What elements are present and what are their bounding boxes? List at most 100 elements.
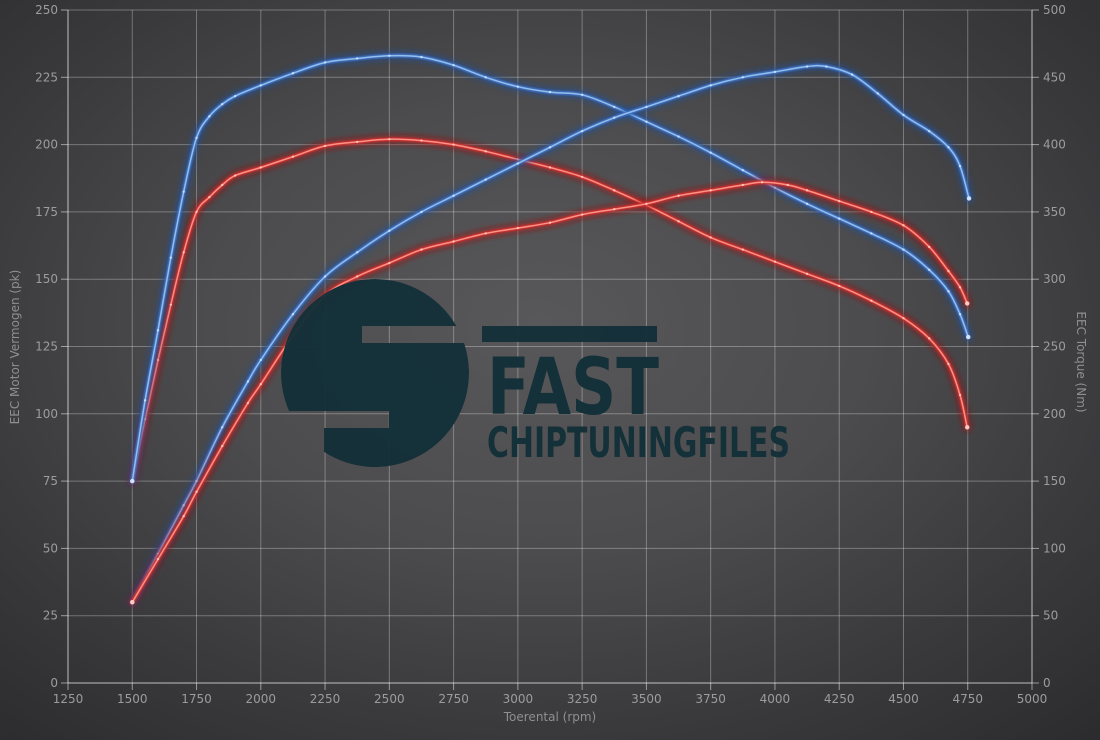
data-point-dot — [876, 92, 879, 95]
data-point-dot — [356, 57, 359, 60]
data-point-dot — [677, 194, 680, 197]
data-point-dot — [927, 129, 931, 133]
y-right-tick-label: 500 — [1043, 3, 1066, 17]
x-tick-label: 3000 — [503, 692, 534, 706]
data-point-dot — [356, 140, 359, 144]
data-point-dot — [516, 162, 520, 165]
x-tick-label: 4000 — [760, 692, 791, 706]
data-point-dot — [156, 329, 160, 332]
data-point-dot — [958, 286, 962, 289]
data-point-dot — [420, 210, 423, 214]
data-point-dot — [838, 217, 841, 220]
curve-core — [131, 138, 968, 482]
data-point-dot — [580, 129, 584, 133]
curve-torque-blue — [127, 51, 973, 486]
data-point-dot — [388, 229, 391, 232]
curve-core — [131, 64, 970, 603]
data-point-dot — [927, 268, 931, 271]
data-point-dot — [613, 189, 616, 192]
data-point-dot — [130, 478, 135, 484]
y-left-axis-title: EEC Motor Vermogen (pk) — [8, 270, 22, 425]
data-point-dot — [548, 146, 552, 149]
data-point-dot — [947, 362, 950, 366]
data-point-dot — [947, 269, 950, 273]
data-point-dot — [870, 299, 873, 302]
data-point-dot — [221, 103, 224, 106]
data-point-dot — [143, 399, 147, 402]
y-left-tick-label: 225 — [35, 70, 58, 84]
y-right-tick-label: 50 — [1043, 609, 1058, 623]
data-point-dot — [246, 401, 250, 405]
data-point-dot — [420, 139, 423, 142]
data-point-dot — [484, 232, 487, 235]
x-tick-label: 2250 — [310, 692, 341, 706]
data-point-dot — [760, 181, 764, 184]
data-point-dot — [452, 240, 455, 243]
data-point-dot — [613, 208, 616, 211]
data-point-dot — [805, 202, 809, 206]
data-point-dot — [323, 275, 327, 278]
y-left-tick-label: 50 — [43, 541, 58, 555]
y-right-tick-label: 250 — [1043, 340, 1066, 354]
data-point-dot — [613, 105, 616, 109]
data-point-dot — [548, 221, 552, 224]
data-point-dot — [452, 194, 455, 197]
data-point-dot — [645, 202, 648, 206]
data-point-dot — [548, 90, 552, 94]
data-point-dot — [420, 248, 423, 251]
x-tick-label: 4750 — [952, 692, 983, 706]
data-point-dot — [452, 143, 455, 146]
data-point-dot — [947, 290, 950, 293]
data-point-dot — [356, 251, 359, 254]
data-point-dot — [156, 358, 160, 362]
data-point-dot — [484, 178, 487, 181]
x-tick-label: 2500 — [374, 692, 405, 706]
data-point-dot — [645, 120, 648, 123]
y-left-tick-label: 150 — [35, 272, 58, 286]
data-point-dot — [709, 151, 712, 154]
data-point-dot — [966, 196, 972, 201]
data-point-dot — [580, 175, 584, 179]
data-point-dot — [169, 303, 173, 306]
data-point-dot — [958, 393, 962, 397]
watermark-subtitle-text: CHIPTUNINGFILES — [487, 418, 790, 467]
y-right-tick-label: 200 — [1043, 407, 1066, 421]
y-right-tick-label: 150 — [1043, 474, 1066, 488]
x-tick-label: 5000 — [1017, 692, 1048, 706]
data-point-dot — [516, 226, 520, 230]
curve-torque-red — [127, 134, 972, 486]
data-point-dot — [870, 232, 873, 235]
data-point-dot — [870, 210, 873, 214]
data-point-dot — [195, 210, 198, 214]
y-right-axis-title: EEC Torque (Nm) — [1074, 311, 1088, 412]
data-point-dot — [156, 557, 160, 561]
data-point-dot — [484, 76, 487, 79]
data-point-dot — [580, 93, 584, 96]
data-point-dot — [388, 54, 391, 57]
curve-power-red — [127, 177, 972, 607]
data-point-dot — [838, 284, 841, 288]
data-point-dot — [902, 224, 905, 227]
data-point-dot — [420, 55, 423, 59]
data-point-dot — [902, 317, 905, 320]
data-point-dot — [452, 63, 455, 67]
x-tick-label: 2000 — [246, 692, 277, 706]
data-point-dot — [902, 113, 905, 117]
data-point-dot — [182, 190, 185, 193]
data-point-dot — [741, 168, 744, 172]
data-point-dot — [677, 94, 680, 98]
y-left-tick-label: 125 — [35, 340, 58, 354]
data-point-dot — [291, 72, 295, 75]
data-point-dot — [182, 251, 185, 254]
data-point-dot — [291, 312, 295, 316]
data-point-dot — [773, 70, 777, 74]
x-tick-label: 3750 — [695, 692, 726, 706]
x-tick-label: 2750 — [438, 692, 469, 706]
data-point-dot — [850, 73, 854, 76]
plot-generated-layer: 1250 1500 1750 2000 2250 2500 2750 3000 3250 3500… — [35, 3, 1066, 706]
data-point-dot — [259, 84, 262, 87]
data-point-dot — [741, 183, 744, 187]
y-right-tick-label: 0 — [1043, 676, 1051, 690]
data-point-dot — [259, 382, 262, 386]
